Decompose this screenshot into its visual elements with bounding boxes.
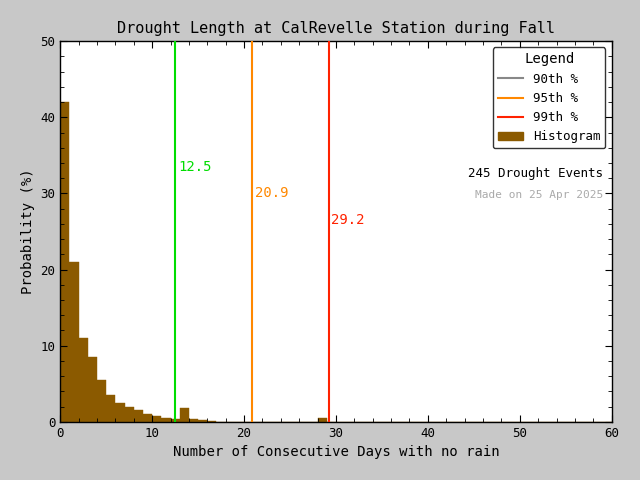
Title: Drought Length at CalRevelle Station during Fall: Drought Length at CalRevelle Station dur… bbox=[117, 21, 555, 36]
Bar bbox=[97, 380, 106, 422]
Text: Made on 25 Apr 2025: Made on 25 Apr 2025 bbox=[475, 190, 604, 200]
Bar bbox=[115, 403, 125, 422]
Bar bbox=[161, 418, 170, 422]
Bar bbox=[198, 420, 207, 422]
Bar bbox=[79, 338, 88, 422]
Bar bbox=[317, 418, 327, 422]
Text: 245 Drought Events: 245 Drought Events bbox=[468, 167, 604, 180]
Bar bbox=[143, 414, 152, 422]
Bar bbox=[70, 262, 79, 422]
Bar bbox=[180, 408, 189, 422]
Text: 29.2: 29.2 bbox=[332, 213, 365, 227]
Bar bbox=[106, 395, 115, 422]
Bar bbox=[88, 357, 97, 422]
Bar bbox=[134, 410, 143, 422]
Bar bbox=[60, 102, 70, 422]
Bar bbox=[170, 420, 180, 422]
Bar bbox=[207, 421, 216, 422]
Bar bbox=[189, 420, 198, 422]
Legend: 90th %, 95th %, 99th %, Histogram: 90th %, 95th %, 99th %, Histogram bbox=[493, 48, 605, 148]
Text: 12.5: 12.5 bbox=[178, 159, 211, 174]
Y-axis label: Probability (%): Probability (%) bbox=[21, 168, 35, 294]
X-axis label: Number of Consecutive Days with no rain: Number of Consecutive Days with no rain bbox=[173, 445, 499, 459]
Text: 20.9: 20.9 bbox=[255, 186, 289, 200]
Bar bbox=[125, 407, 134, 422]
Bar bbox=[152, 416, 161, 422]
